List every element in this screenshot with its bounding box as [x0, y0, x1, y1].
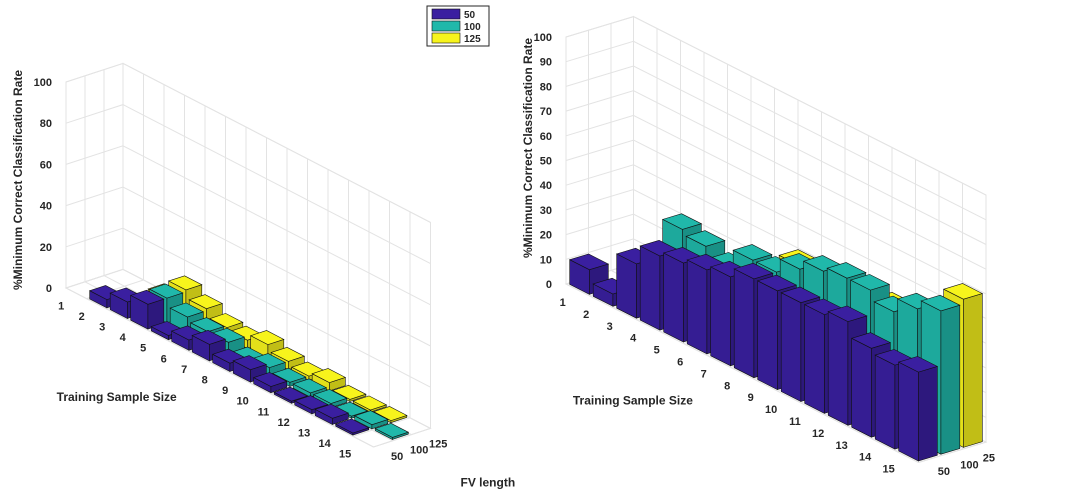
bar [252, 372, 288, 394]
bar [920, 294, 961, 455]
z-tick-label: 30 [540, 205, 552, 217]
bar [314, 403, 350, 425]
y-tick-label: 100 [960, 459, 978, 471]
back-wall [65, 62, 124, 289]
z-tick-label: 100 [34, 77, 52, 89]
z-tick-labels: 0 10 20 30 40 50 60 70 80 90 100 [534, 32, 552, 291]
y-axis-label: FV length [461, 475, 516, 489]
z-tick-label: 60 [40, 159, 52, 171]
z-tick-label: 20 [40, 242, 52, 254]
x-tick-label: 7 [701, 368, 707, 380]
y-tick-label: 50 [938, 466, 950, 478]
legend-swatch [431, 20, 461, 32]
y-gridline [65, 82, 374, 448]
x-tick-label: 13 [836, 440, 848, 452]
x-tick-label: 6 [677, 356, 683, 368]
z-tick-label: 80 [40, 118, 52, 130]
x-tick-label: 10 [765, 404, 777, 416]
x-tick-label: 14 [859, 452, 872, 464]
x-tick-label: 13 [298, 428, 310, 440]
legend-label: 50 [464, 10, 476, 21]
x-tick-label: 4 [630, 333, 637, 345]
bars [88, 275, 410, 440]
x-tick-label: 14 [319, 438, 332, 450]
x-tick-label: 9 [222, 385, 228, 397]
right-chart: 0102030405060708090100123456789101112131… [521, 15, 1066, 490]
z-tick-label: 50 [540, 156, 552, 168]
z-tick-label: 0 [546, 279, 552, 291]
bars [568, 213, 984, 462]
z-tick-labels: 0 20 40 60 80 100 [34, 77, 52, 295]
y-gridline [565, 37, 919, 463]
y-tick-label: 125 [429, 439, 447, 451]
z-tick-label: 90 [540, 57, 552, 69]
x-tick-label: 6 [161, 353, 167, 365]
x-axis-label: Training Sample Size [57, 390, 177, 404]
bar [374, 422, 410, 440]
z-tick-label: 0 [46, 283, 52, 295]
z-axis-label: %Minimum Correct Classification Rate [11, 70, 25, 290]
x-tick-label: 15 [339, 449, 351, 461]
x-tick-label: 2 [583, 309, 589, 321]
x-tick-label: 8 [724, 380, 730, 392]
y-tick-label: 25 [983, 453, 995, 465]
bar [897, 356, 939, 462]
z-tick-label: 80 [540, 81, 552, 93]
x-tick-label: 2 [79, 311, 85, 323]
x-axis-label: Training Sample Size [573, 393, 693, 407]
x-tick-label: 3 [607, 321, 613, 333]
bar [334, 418, 370, 436]
x-tick-label: 8 [202, 375, 208, 387]
legend-label: 125 [464, 34, 481, 45]
legend-swatch [431, 8, 461, 20]
z-tick-label: 100 [534, 32, 552, 44]
x-tick-label: 5 [140, 343, 146, 355]
z-tick-label: 60 [540, 131, 552, 143]
z-tick-label: 40 [40, 201, 52, 213]
legend-swatch [431, 32, 461, 44]
bar [311, 368, 347, 392]
x-tick-label: 7 [181, 364, 187, 376]
z-tick-label: 10 [540, 254, 552, 266]
x-tick-label: 11 [789, 416, 801, 428]
x-tick-label: 3 [99, 322, 105, 334]
x-tick-label: 4 [120, 332, 127, 344]
y-tick-label: 50 [391, 451, 403, 463]
x-tick-label: 5 [654, 345, 660, 357]
z-tick-label: 40 [540, 180, 552, 192]
bar [352, 395, 388, 413]
x-tick-label: 15 [883, 464, 895, 476]
z-tick-label: 70 [540, 106, 552, 118]
z-tick-label: 20 [540, 230, 552, 242]
z-axis-label: %Minimum Correct Classification Rate [521, 38, 535, 258]
x-tick-label: 10 [237, 396, 249, 408]
y-tick-labels: 50 100 25 [938, 453, 995, 479]
x-tick-label: 1 [560, 297, 566, 309]
y-tick-label: 100 [410, 445, 428, 457]
legend-label: 100 [464, 22, 481, 33]
bar [353, 410, 389, 430]
x-tick-label: 11 [258, 406, 270, 418]
x-tick-label: 1 [58, 300, 64, 312]
x-tick-label: 12 [812, 428, 824, 440]
x-tick-label: 9 [748, 392, 754, 404]
x-tick-label: 12 [278, 417, 290, 429]
bar [129, 289, 165, 330]
